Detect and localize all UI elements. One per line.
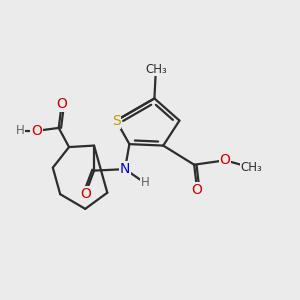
Text: S: S [112, 114, 121, 128]
Text: H: H [141, 176, 150, 189]
Text: O: O [31, 124, 42, 138]
Text: O: O [80, 187, 91, 201]
Text: O: O [56, 98, 67, 111]
Text: O: O [192, 183, 203, 197]
Text: O: O [220, 153, 230, 167]
Text: CH₃: CH₃ [241, 161, 262, 174]
Text: N: N [120, 162, 130, 176]
Text: CH₃: CH₃ [145, 62, 167, 76]
Text: H: H [16, 124, 24, 137]
